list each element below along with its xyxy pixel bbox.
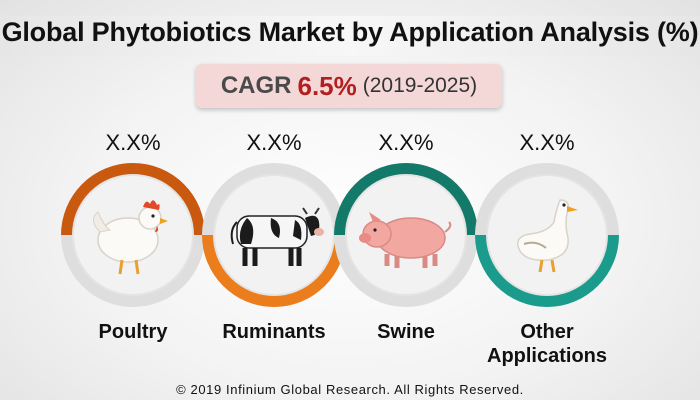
segment-percent: X.X% <box>246 130 302 155</box>
segment-label: Other Applications <box>487 321 608 367</box>
segment-ring <box>475 163 619 307</box>
segment-swine: X.X% Swine <box>331 126 481 376</box>
segment-label: Ruminants <box>222 321 326 343</box>
segment-label: Swine <box>377 321 435 343</box>
segment-ring <box>202 163 346 307</box>
cagr-period: (2019-2025) <box>362 74 478 97</box>
segment-ring <box>334 163 478 307</box>
chicken-icon <box>93 200 168 275</box>
title-bar <box>0 16 700 56</box>
segment-percent: X.X% <box>519 130 575 155</box>
segment-label: Poultry <box>98 321 168 343</box>
segment-percent: X.X% <box>378 130 434 155</box>
segment-poultry: X.X% Poultry <box>58 126 208 376</box>
page-title: Global Phytobiotics Market by Applicatio… <box>1 17 699 47</box>
pig-icon <box>359 212 452 268</box>
goose-icon <box>517 199 578 273</box>
cagr-value: 6.5% <box>297 70 357 101</box>
segment-ring <box>61 163 205 307</box>
copyright-footer: © 2019 Infinium Global Research. All Rig… <box>176 382 524 397</box>
segment-percent: X.X% <box>105 130 161 155</box>
segment-other-applications: X.X% Other Applications <box>472 126 622 376</box>
cagr-badge: CAGR 6.5% (2019-2025) <box>196 64 502 108</box>
cow-icon <box>230 207 324 266</box>
segment-ruminants: X.X% Ruminants <box>199 126 349 376</box>
cagr-label: CAGR <box>220 72 292 99</box>
